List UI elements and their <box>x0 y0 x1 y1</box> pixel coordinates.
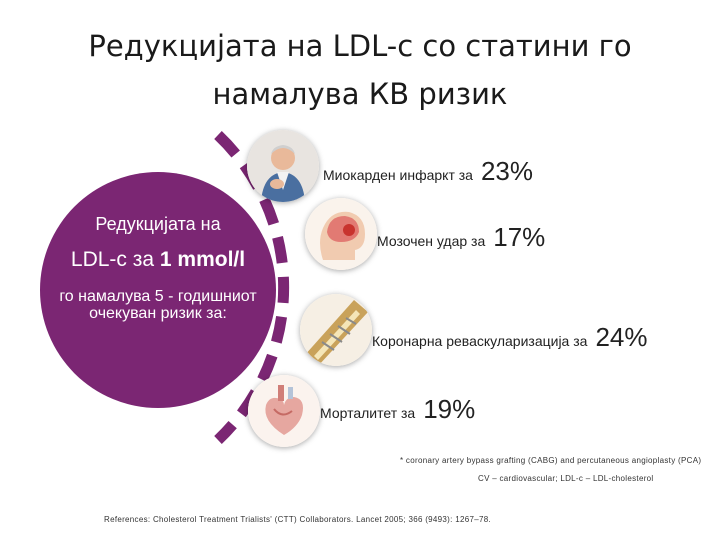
summary-line-2-bold: 1 mmol/l <box>159 248 246 271</box>
item-label: Мозочен удар за <box>377 233 486 249</box>
summary-line-3: го намалува 5 - годишниот очекуван ризик… <box>59 288 257 322</box>
item-value: 19% <box>423 394 476 424</box>
item-revascularization: Коронарна реваскуларизација за 24% <box>372 322 647 353</box>
footnote-abbreviations: CV – cardiovascular; LDL-c – LDL-cholest… <box>478 474 654 483</box>
summary-line-1: Редукцијата на <box>95 214 221 234</box>
footnote-asterisk: * coronary artery bypass grafting (CABG)… <box>400 456 702 465</box>
item-value: 24% <box>595 322 648 352</box>
brain-stroke-icon <box>305 198 377 270</box>
item-label: Миокарден инфаркт за <box>323 167 473 183</box>
item-value: 23% <box>480 156 534 186</box>
page-title-line-2: намалува КВ ризик <box>212 77 508 111</box>
summary-line-2-prefix: LDL-c за <box>70 248 160 271</box>
heart-attack-man-icon <box>247 130 319 202</box>
item-stroke: Мозочен удар за 17% <box>377 222 545 253</box>
item-label: Морталитет за <box>320 405 416 421</box>
summary-circle: Редукцијата на LDL-c за 1 mmol/l го нама… <box>40 172 276 408</box>
artery-stent-icon <box>300 294 372 366</box>
heart-anatomy-icon <box>248 375 320 447</box>
item-myocardial-infarction: Миокарден инфаркт за 23% <box>323 156 533 187</box>
summary-line-2: LDL-c за 1 mmol/l <box>40 248 276 272</box>
item-value: 17% <box>493 222 546 252</box>
page-title-line-1: Редукцијата на LDL-c со статини го <box>88 29 632 63</box>
item-label: Коронарна реваскуларизација за <box>372 333 588 349</box>
page-title: Редукцијата на LDL-c со статини го намал… <box>20 22 700 118</box>
footnote-references: References: Cholesterol Treatment Triali… <box>104 515 491 524</box>
item-mortality: Морталитет за 19% <box>320 394 475 425</box>
